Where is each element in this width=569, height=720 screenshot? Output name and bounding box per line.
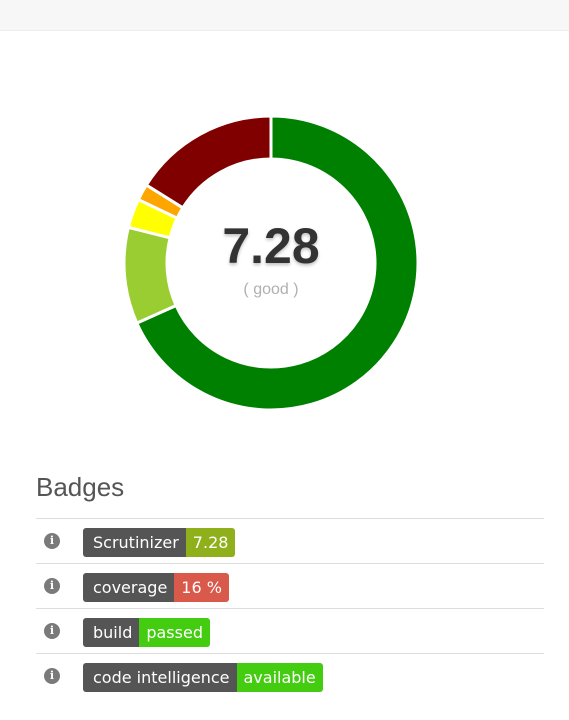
score-rating: ( good ) (243, 281, 299, 298)
badge-row-coverage: i coverage 16 % (36, 563, 544, 608)
info-icon[interactable]: i (44, 578, 60, 594)
coverage-badge[interactable]: coverage 16 % (83, 573, 229, 602)
info-icon[interactable]: i (44, 533, 60, 549)
badge-value: available (236, 663, 323, 692)
donut-slice-4 (144, 114, 273, 210)
donut-svg (122, 114, 420, 412)
top-bar (0, 0, 569, 31)
build-badge[interactable]: build passed (83, 618, 210, 647)
badges-table: i Scrutinizer 7.28 i coverage 16 % i bui… (36, 518, 544, 698)
donut-slice-0 (134, 114, 420, 412)
badge-value: passed (139, 618, 210, 647)
badge-label: build (83, 618, 140, 647)
badge-label: Scrutinizer (83, 528, 186, 557)
badge-value: 7.28 (185, 528, 236, 557)
score-value: 7.28 (222, 218, 320, 274)
info-icon[interactable]: i (44, 668, 60, 684)
badge-label: code intelligence (83, 663, 237, 692)
code-intelligence-badge[interactable]: code intelligence available (83, 663, 323, 692)
score-donut-chart: 7.28 ( good ) (120, 112, 422, 414)
scrutinizer-badge[interactable]: Scrutinizer 7.28 (83, 528, 236, 557)
badge-label: coverage (83, 573, 175, 602)
badge-row-code-intelligence: i code intelligence available (36, 653, 544, 698)
badge-row-scrutinizer: i Scrutinizer 7.28 (36, 518, 544, 563)
badge-row-build: i build passed (36, 608, 544, 653)
badges-heading: Badges (36, 472, 125, 502)
info-icon[interactable]: i (44, 623, 60, 639)
badge-value: 16 % (174, 573, 229, 602)
